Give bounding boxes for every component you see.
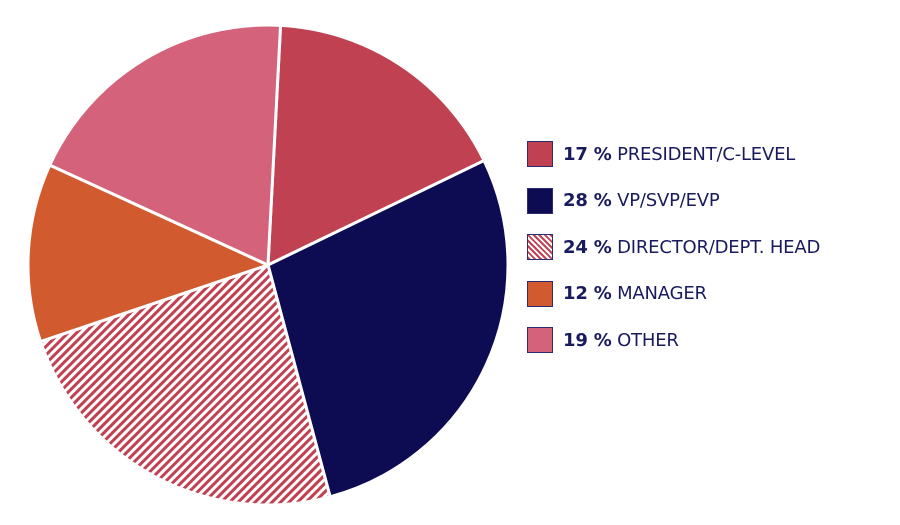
- legend-label-vp: VP/SVP/EVP: [617, 190, 720, 211]
- legend-item-manager: 12 % MANAGER: [527, 280, 820, 308]
- pie-slice-director: [39, 263, 332, 507]
- legend-pct-vp: 28 %: [563, 190, 612, 211]
- legend-pct-director: 24 %: [563, 236, 612, 258]
- legend-label-other: OTHER: [617, 329, 679, 351]
- legend-swatch-director: [527, 234, 553, 260]
- legend-pct-other: 19 %: [563, 329, 612, 351]
- legend-swatch-manager: [527, 280, 553, 307]
- legend-swatch-other: [527, 327, 553, 353]
- legend-label-manager: MANAGER: [617, 283, 707, 304]
- legend-item-other: 19 % OTHER: [527, 326, 820, 354]
- legend: 17 % PRESIDENT/C-LEVEL 28 % VP/SVP/EVP 2…: [527, 140, 820, 373]
- legend-pct-president: 17 %: [563, 143, 612, 165]
- legend-swatch-vp: [527, 187, 553, 214]
- legend-pct-manager: 12 %: [563, 283, 612, 304]
- legend-label-director: DIRECTOR/DEPT. HEAD: [617, 236, 821, 258]
- pie-slice-vp: [266, 159, 510, 499]
- legend-item-director: 24 % DIRECTOR/DEPT. HEAD: [527, 233, 820, 261]
- pie-slices: [26, 23, 510, 507]
- legend-swatch-president: [527, 141, 553, 167]
- legend-label-president: PRESIDENT/C-LEVEL: [617, 143, 796, 165]
- pie-slice-president: [266, 23, 486, 267]
- legend-item-vp: 28 % VP/SVP/EVP: [527, 187, 820, 215]
- pie-slice-other: [48, 23, 283, 267]
- pie-chart: [26, 23, 510, 507]
- pie-slice-manager: [26, 163, 270, 344]
- legend-item-president: 17 % PRESIDENT/C-LEVEL: [527, 140, 820, 168]
